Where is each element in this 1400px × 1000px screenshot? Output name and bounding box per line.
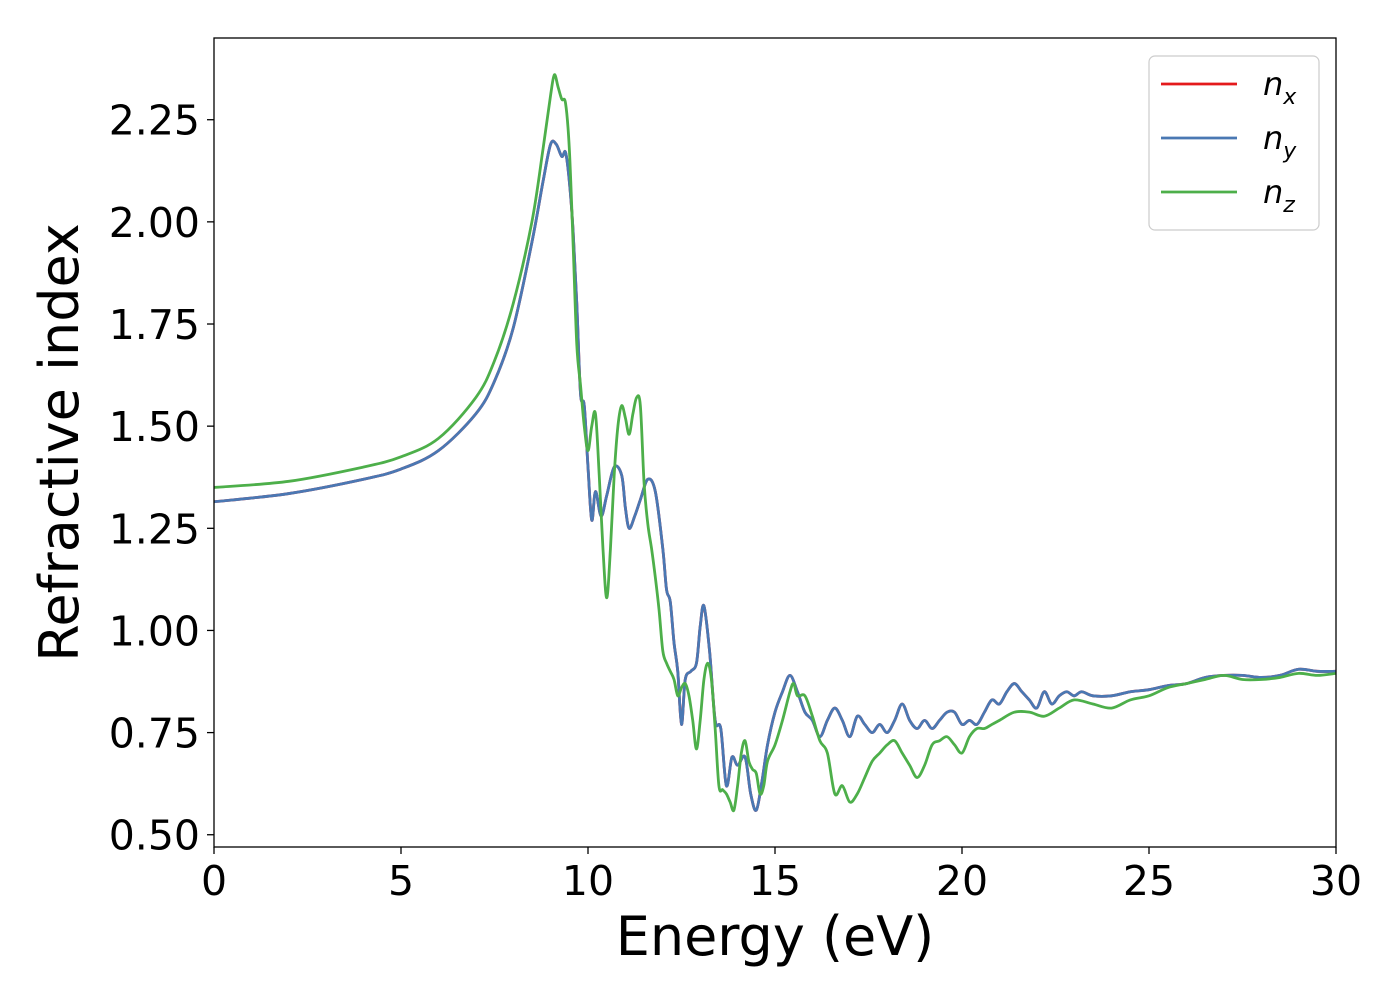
y-tick-label: 1.00 (109, 607, 200, 655)
y-tick-label: 0.50 (109, 812, 200, 860)
legend: nx ny nz (1148, 55, 1320, 231)
x-tick-label: 15 (749, 857, 801, 905)
y-tick-label: 0.75 (109, 710, 200, 758)
legend-label-z: nz (1263, 173, 1295, 218)
x-tick-label: 5 (388, 857, 414, 905)
x-axis-label: Energy (eV) (616, 905, 935, 968)
x-tick-label: 0 (201, 857, 227, 905)
series-line-z (214, 73, 1336, 813)
x-tick-label: 30 (1310, 857, 1362, 905)
plot-lines (214, 73, 1336, 813)
x-axis-ticks: 0 5 10 15 20 25 30 (201, 847, 1362, 905)
legend-label-x: nx (1263, 65, 1297, 110)
x-tick-label: 10 (562, 857, 614, 905)
x-tick-label: 25 (1123, 857, 1175, 905)
y-axis-label: Refractive index (28, 223, 91, 662)
y-tick-label: 2.25 (109, 97, 200, 145)
y-tick-label: 1.50 (109, 403, 200, 451)
y-tick-label: 1.75 (109, 301, 200, 349)
x-tick-label: 20 (936, 857, 988, 905)
legend-label-y: ny (1263, 119, 1297, 164)
y-tick-label: 1.25 (109, 505, 200, 553)
y-axis-ticks: 0.50 0.75 1.00 1.25 1.50 1.75 2.00 2.25 (109, 97, 214, 860)
legend-box (1148, 55, 1320, 231)
y-tick-label: 2.00 (109, 199, 200, 247)
